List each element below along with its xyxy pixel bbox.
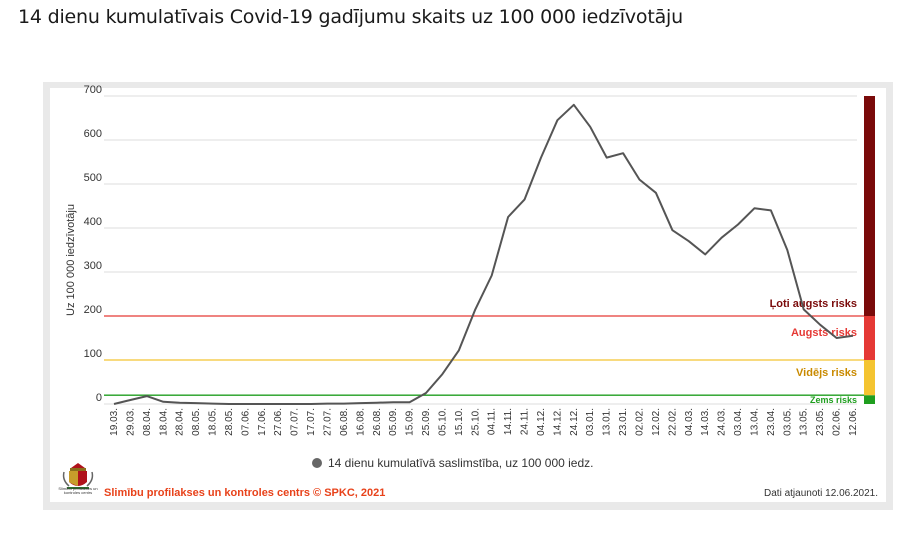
x-tick-label: 03.04.	[733, 408, 744, 436]
x-tick-label: 14.03.	[700, 408, 711, 436]
x-tick-label: 28.05.	[224, 408, 235, 436]
spkc-logo	[62, 463, 94, 489]
x-tick-label: 03.05.	[782, 408, 793, 436]
legend-marker	[312, 458, 322, 468]
x-tick-label: 24.12.	[569, 408, 580, 436]
x-tick-label: 04.03.	[684, 408, 695, 436]
x-tick-label: 27.07.	[322, 408, 333, 436]
x-tick-label: 17.07.	[306, 408, 317, 436]
y-tick-label: 400	[84, 216, 102, 228]
y-axis-label: Uz 100 000 iedzīvotāju	[65, 204, 77, 316]
x-tick-label: 18.05.	[208, 408, 219, 436]
x-tick-label: 29.03.	[125, 408, 136, 436]
chart-legend: 14 dienu kumulatīvā saslimstība, uz 100 …	[312, 456, 594, 470]
x-tick-label: 22.02.	[667, 408, 678, 436]
x-tick-label: 25.10.	[470, 408, 481, 436]
risk-band	[864, 96, 875, 316]
risk-label: Augsts risks	[791, 327, 857, 339]
y-tick-label: 600	[84, 128, 102, 140]
x-tick-label: 23.01.	[618, 408, 629, 436]
x-tick-label: 19.03.	[109, 408, 120, 436]
risk-band	[864, 395, 875, 404]
x-tick-label: 12.06.	[848, 408, 859, 436]
x-tick-label: 27.06.	[273, 408, 284, 436]
y-tick-label: 200	[84, 304, 102, 316]
x-tick-label: 05.09.	[388, 408, 399, 436]
x-tick-label: 07.06.	[240, 408, 251, 436]
x-tick-label: 03.01.	[585, 408, 596, 436]
chart-card	[50, 88, 886, 502]
risk-band	[864, 360, 875, 396]
x-tick-label: 08.04.	[142, 408, 153, 436]
x-tick-label: 02.02.	[635, 408, 646, 436]
x-tick-label: 13.01.	[602, 408, 613, 436]
y-tick-label: 0	[96, 392, 102, 404]
risk-band	[864, 316, 875, 360]
x-tick-label: 24.03.	[717, 408, 728, 436]
logo-caption: Slimību profilakses un kontroles centrs	[58, 486, 98, 495]
x-tick-label: 15.10.	[454, 408, 465, 436]
x-tick-label: 12.02.	[651, 408, 662, 436]
x-tick-label: 02.06.	[832, 408, 843, 436]
x-tick-label: 18.04.	[158, 408, 169, 436]
risk-label: Ļoti augsts risks	[770, 298, 857, 310]
x-tick-label: 15.09.	[405, 408, 416, 436]
legend-label: 14 dienu kumulatīvā saslimstība, uz 100 …	[328, 456, 594, 470]
source-credit: Slimību profilakses un kontroles centrs …	[104, 487, 386, 499]
x-tick-label: 14.11.	[503, 408, 514, 435]
x-tick-label: 28.04.	[175, 408, 186, 436]
x-tick-label: 07.07.	[290, 408, 301, 436]
x-tick-label: 23.05.	[815, 408, 826, 436]
x-tick-label: 04.12.	[536, 408, 547, 436]
x-tick-label: 16.08.	[355, 408, 366, 436]
page-title: 14 dienu kumulatīvais Covid-19 gadījumu …	[18, 6, 683, 28]
x-tick-label: 17.06.	[257, 408, 268, 436]
x-tick-label: 23.04.	[766, 408, 777, 436]
risk-label: Vidējs risks	[796, 367, 857, 379]
x-tick-label: 06.08.	[339, 408, 350, 436]
risk-label: Zems risks	[810, 395, 857, 405]
x-tick-label: 24.11.	[520, 408, 531, 435]
x-tick-label: 04.11.	[487, 408, 498, 435]
y-tick-label: 500	[84, 172, 102, 184]
x-tick-label: 14.12.	[552, 408, 563, 436]
series-line	[113, 103, 854, 405]
y-tick-label: 700	[84, 84, 102, 96]
x-tick-label: 05.10.	[437, 408, 448, 436]
y-tick-label: 300	[84, 260, 102, 272]
last-updated: Dati atjaunoti 12.06.2021.	[764, 488, 878, 499]
x-tick-label: 13.05.	[799, 408, 810, 436]
x-tick-label: 26.08.	[372, 408, 383, 436]
x-tick-label: 08.05.	[191, 408, 202, 436]
x-tick-label: 13.04.	[749, 408, 760, 436]
y-tick-label: 100	[84, 348, 102, 360]
x-tick-label: 25.09.	[421, 408, 432, 436]
